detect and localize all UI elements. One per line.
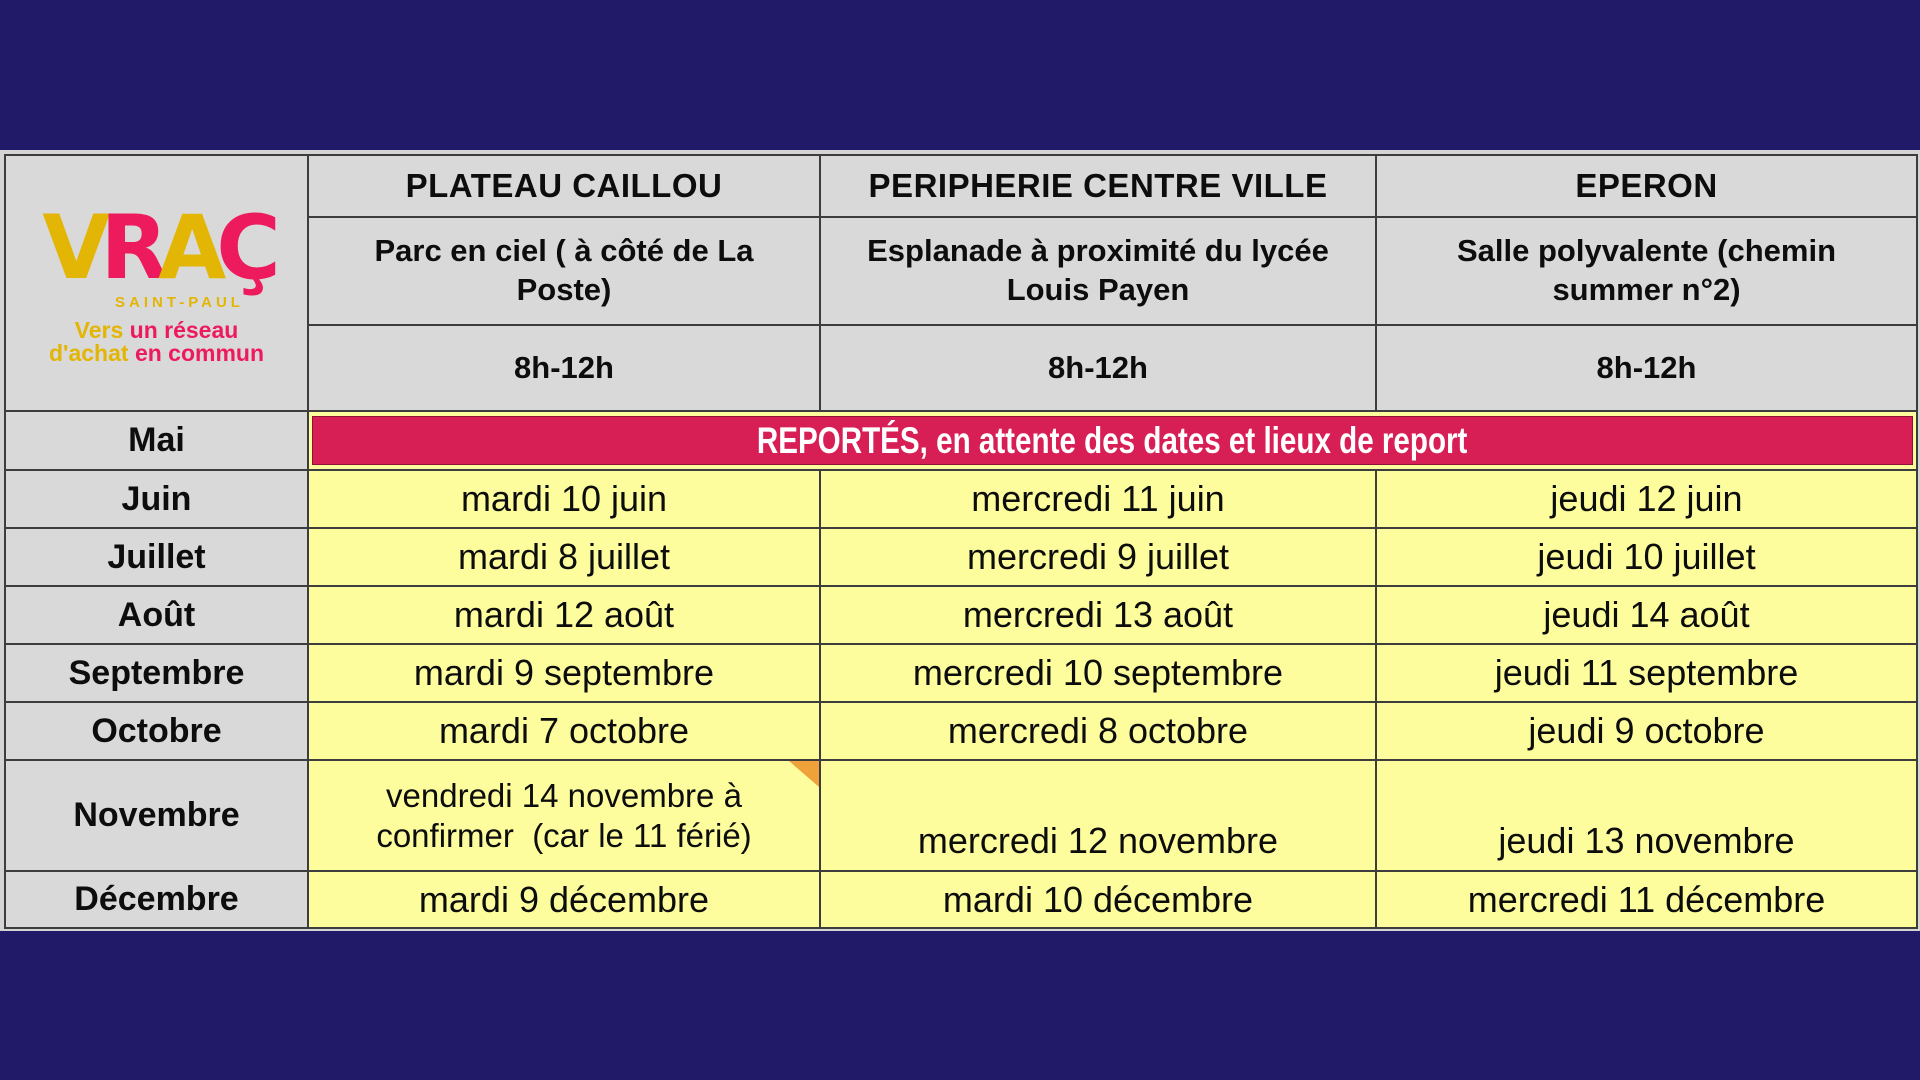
month-label-novembre: Novembre	[6, 761, 309, 872]
column-header-eperon: EPERON	[1377, 156, 1918, 218]
logo-letter: A	[158, 196, 226, 299]
month-label-septembre: Septembre	[6, 645, 309, 703]
date-cell: mercredi 13 août	[821, 587, 1377, 645]
date-cell: mercredi 8 octobre	[821, 703, 1377, 761]
date-cell: jeudi 9 octobre	[1377, 703, 1918, 761]
date-cell: mardi 7 octobre	[309, 703, 821, 761]
location-plateau-caillou: Parc en ciel ( à côté de La Poste)	[309, 218, 821, 326]
location-text: Esplanade à proximité du lycée Louis Pay…	[867, 233, 1329, 307]
schedule-table: VRAÇ SAINT-PAUL Vers un réseau d'achat e…	[4, 154, 1918, 929]
postponed-banner-cell: REPORTÉS, en attente des dates et lieux …	[309, 412, 1918, 471]
logo-letter: R	[100, 196, 168, 299]
vrac-logo: VRAÇ	[42, 204, 281, 292]
date-cell: mardi 9 décembre	[309, 872, 821, 929]
location-text: Salle polyvalente (chemin summer n°2)	[1456, 233, 1837, 307]
column-header-plateau-caillou: PLATEAU CAILLOU	[309, 156, 821, 218]
month-label-aout: Août	[6, 587, 309, 645]
logo-subtitle: SAINT-PAUL	[115, 293, 244, 311]
column-header-peripherie-centre-ville: PERIPHERIE CENTRE VILLE	[821, 156, 1377, 218]
date-cell-novembre-note: vendredi 14 novembre à confirmer (car le…	[309, 761, 821, 872]
date-cell: jeudi 13 novembre	[1377, 761, 1918, 872]
schedule-table-frame: VRAÇ SAINT-PAUL Vers un réseau d'achat e…	[0, 150, 1920, 931]
date-cell: jeudi 11 septembre	[1377, 645, 1918, 703]
tagline-part: d'achat	[48, 340, 135, 367]
tagline-part: un réseau	[129, 316, 239, 343]
tagline-part: Vers	[74, 316, 130, 343]
hours-plateau-caillou: 8h-12h	[309, 326, 821, 412]
date-cell: mardi 10 juin	[309, 471, 821, 529]
logo-cell: VRAÇ SAINT-PAUL Vers un réseau d'achat e…	[6, 156, 309, 412]
location-eperon: Salle polyvalente (chemin summer n°2)	[1377, 218, 1918, 326]
date-cell: mercredi 9 juillet	[821, 529, 1377, 587]
month-label-decembre: Décembre	[6, 872, 309, 929]
date-cell: mardi 10 décembre	[821, 872, 1377, 929]
hours-eperon: 8h-12h	[1377, 326, 1918, 412]
date-cell: mardi 8 juillet	[309, 529, 821, 587]
novembre-note-text: vendredi 14 novembre à confirmer (car le…	[376, 776, 752, 854]
location-text: Parc en ciel ( à côté de La Poste)	[374, 233, 754, 307]
tagline-part: en commun	[134, 340, 265, 367]
date-cell: mercredi 11 décembre	[1377, 872, 1918, 929]
date-cell: jeudi 10 juillet	[1377, 529, 1918, 587]
date-cell: mercredi 10 septembre	[821, 645, 1377, 703]
postponed-banner-text: REPORTÉS, en attente des dates et lieux …	[757, 419, 1468, 461]
month-label-juin: Juin	[6, 471, 309, 529]
postponed-banner: REPORTÉS, en attente des dates et lieux …	[312, 416, 1913, 465]
date-cell: jeudi 14 août	[1377, 587, 1918, 645]
logo-letter: Ç	[216, 196, 281, 299]
month-label-juillet: Juillet	[6, 529, 309, 587]
date-cell: jeudi 12 juin	[1377, 471, 1918, 529]
location-peripherie-centre-ville: Esplanade à proximité du lycée Louis Pay…	[821, 218, 1377, 326]
date-cell: mardi 9 septembre	[309, 645, 821, 703]
logo-letter: V	[42, 196, 110, 299]
date-cell: mercredi 12 novembre	[821, 761, 1377, 872]
month-label-mai: Mai	[6, 412, 309, 471]
comment-marker-icon	[789, 761, 819, 787]
date-cell: mercredi 11 juin	[821, 471, 1377, 529]
date-cell: mardi 12 août	[309, 587, 821, 645]
logo-tagline: Vers un réseau d'achat en commun	[48, 316, 265, 367]
month-label-octobre: Octobre	[6, 703, 309, 761]
hours-peripherie-centre-ville: 8h-12h	[821, 326, 1377, 412]
